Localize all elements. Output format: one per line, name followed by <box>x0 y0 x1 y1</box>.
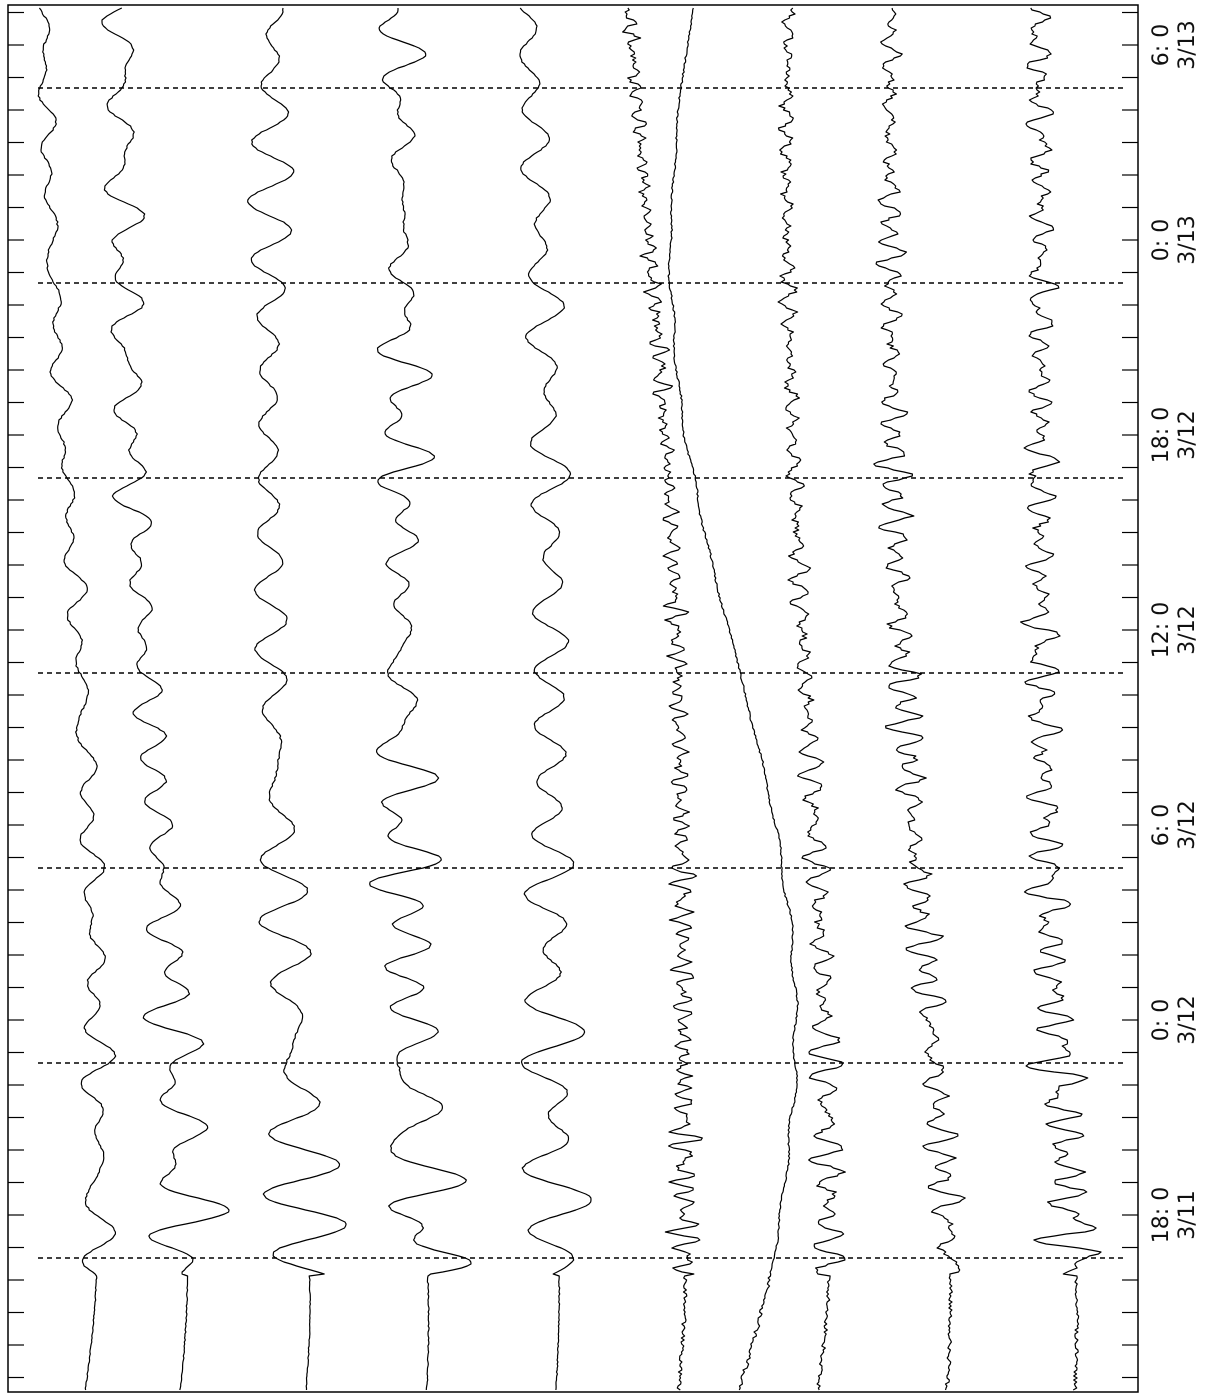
date-label: 3/13 <box>1175 20 1200 69</box>
trace <box>519 7 592 1391</box>
trace <box>667 7 799 1391</box>
plot-frame <box>7 4 1139 1393</box>
date-label: 3/11 <box>1175 1190 1200 1239</box>
time-label: 0: 0 <box>1149 219 1174 261</box>
date-label: 3/12 <box>1175 410 1200 459</box>
trace <box>873 7 966 1391</box>
trace <box>101 7 230 1391</box>
trace <box>1020 7 1102 1391</box>
date-label: 3/13 <box>1175 215 1200 264</box>
date-label: 3/12 <box>1175 800 1200 849</box>
date-label: 3/12 <box>1175 995 1200 1044</box>
trace <box>369 8 472 1391</box>
time-label: 12: 0 <box>1149 602 1174 658</box>
time-label: 6: 0 <box>1149 804 1174 846</box>
trace <box>777 7 846 1391</box>
trace <box>247 7 347 1390</box>
date-label: 3/12 <box>1175 605 1200 654</box>
trace <box>622 7 703 1391</box>
time-label: 18: 0 <box>1149 1187 1174 1243</box>
time-label: 6: 0 <box>1149 24 1174 66</box>
time-label: 0: 0 <box>1149 999 1174 1041</box>
time-label: 18: 0 <box>1149 407 1174 463</box>
trace <box>37 7 117 1391</box>
